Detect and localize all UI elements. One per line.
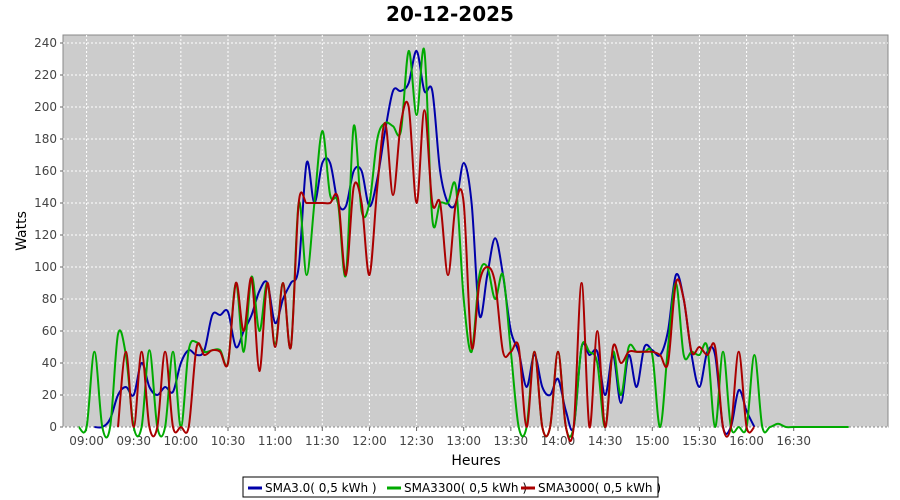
x-tick-label: 11:00 (258, 434, 293, 448)
y-tick-label: 100 (34, 260, 57, 274)
x-tick-label: 12:00 (352, 434, 387, 448)
x-axis: 09:00 09:30 10:00 10:30 11:00 11:30 12:00 12:30… (69, 427, 811, 448)
y-tick-label: 200 (34, 100, 57, 114)
plot-area (62, 34, 889, 428)
chart-title: 20-12-2025 (386, 2, 514, 26)
y-tick-label: 80 (42, 292, 57, 306)
series-line-3 (117, 100, 756, 442)
x-tick-label: 16:00 (729, 434, 764, 448)
x-tick-label: 15:30 (682, 434, 717, 448)
series-group (77, 47, 849, 442)
legend-label-1: SMA3.0( 0,5 kWh ) (265, 481, 377, 495)
x-axis-label: Heures (451, 453, 500, 469)
x-tick-label: 13:00 (446, 434, 481, 448)
legend-box (242, 476, 659, 498)
x-tick-label: 16:30 (776, 434, 811, 448)
x-tick-label: 09:30 (116, 434, 151, 448)
y-tick-label: 160 (34, 164, 57, 178)
grid-lines (63, 35, 888, 428)
x-tick-label: 09:00 (69, 434, 104, 448)
y-axis: 0 20 40 60 80 100 120 140 160 180 200 220 240 (34, 36, 63, 434)
y-axis-label: Watts (14, 211, 30, 251)
legend: SMA3.0( 0,5 kWh ) SMA3300( 0,5 kWh ) SMA30… (242, 476, 661, 498)
series-line-1 (94, 49, 756, 435)
y-tick-label: 140 (34, 196, 57, 210)
x-tick-label: 10:00 (164, 434, 199, 448)
y-tick-label: 120 (34, 228, 57, 242)
y-tick-label: 40 (42, 356, 57, 370)
legend-label-2: SMA3300( 0,5 kWh ) (404, 481, 527, 495)
x-tick-label: 14:00 (541, 434, 576, 448)
y-tick-label: 20 (42, 388, 57, 402)
y-tick-label: 0 (49, 420, 57, 434)
x-tick-label: 14:30 (588, 434, 623, 448)
legend-label-3: SMA3000( 0,5 kWh ) (538, 481, 661, 495)
x-tick-label: 11:30 (305, 434, 340, 448)
x-tick-label: 13:30 (494, 434, 529, 448)
x-tick-label: 12:30 (399, 434, 434, 448)
y-tick-label: 220 (34, 68, 57, 82)
x-tick-label: 10:30 (211, 434, 246, 448)
y-tick-label: 240 (34, 36, 57, 50)
y-tick-label: 60 (42, 324, 57, 338)
y-tick-label: 180 (34, 132, 57, 146)
x-tick-label: 15:00 (635, 434, 670, 448)
